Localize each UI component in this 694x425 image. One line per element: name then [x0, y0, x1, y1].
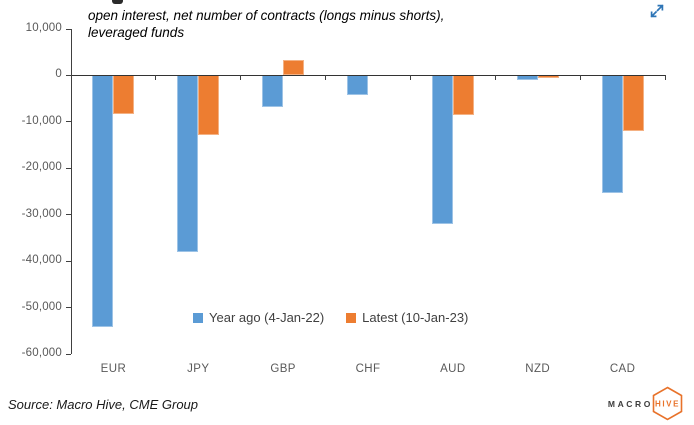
x-axis-tick [70, 75, 72, 81]
legend-label-latest: Latest (10-Jan-23) [362, 310, 469, 325]
y-axis-label: -20,000 [21, 161, 62, 174]
legend-swatch-latest [346, 312, 357, 323]
chart-title-line2: leveraged funds [88, 24, 185, 40]
bar-cad-year-ago [601, 75, 623, 194]
y-axis-label: -40,000 [21, 254, 62, 267]
y-axis-tick [66, 307, 71, 309]
logo-macro-text: MACRO [607, 398, 653, 409]
x-axis-tick [579, 75, 581, 81]
bar-eur-year-ago [92, 75, 114, 327]
x-axis-label-jpy: JPY [187, 363, 210, 375]
x-axis-tick [240, 75, 242, 81]
y-axis-label: -30,000 [21, 207, 62, 220]
y-axis-tick [66, 353, 71, 355]
x-axis-label-chf: CHF [355, 363, 381, 375]
bar-chf-year-ago [347, 75, 368, 95]
logo-hexagon-icon: HIVE [652, 386, 683, 421]
x-axis-tick [664, 75, 666, 81]
x-axis-label-aud: AUD [440, 363, 466, 375]
y-axis-tick [66, 214, 71, 216]
y-axis-tick [66, 167, 71, 169]
cropped-title-artifact [112, 0, 123, 4]
bar-cad-latest [622, 75, 644, 132]
x-axis-label-gbp: GBP [270, 363, 296, 375]
x-axis-label-cad: CAD [609, 363, 636, 375]
x-axis-tick [409, 75, 411, 81]
y-axis-tick [66, 74, 71, 76]
y-axis-label: 0 [55, 68, 62, 81]
legend-item-year-ago: Year ago (4-Jan-22) [193, 310, 324, 325]
x-axis-zero-line [71, 74, 665, 77]
legend-label-year-ago: Year ago (4-Jan-22) [209, 310, 325, 325]
y-axis-label: -60,000 [21, 347, 62, 360]
y-axis-tick [66, 121, 71, 123]
bar-aud-year-ago [431, 75, 453, 224]
y-axis-tick [66, 28, 71, 30]
y-axis-label: 10,000 [25, 22, 62, 34]
chart-legend: Year ago (4-Jan-22) Latest (10-Jan-23) [193, 310, 468, 325]
x-axis-label-nzd: NZD [525, 363, 551, 375]
macro-hive-logo: MACRO HIVE [608, 386, 684, 421]
legend-item-latest: Latest (10-Jan-23) [346, 310, 468, 325]
x-axis-tick [155, 75, 157, 81]
y-axis-tick [66, 260, 71, 262]
y-axis-line [71, 29, 72, 355]
bar-gbp-latest [283, 59, 305, 76]
bar-gbp-year-ago [262, 75, 284, 107]
chart-title-line1: open interest, net number of contracts (… [88, 8, 445, 23]
y-axis-label: -10,000 [21, 114, 62, 127]
legend-swatch-year-ago [193, 312, 203, 323]
x-axis-tick [325, 75, 327, 81]
bar-jpy-year-ago [177, 75, 199, 252]
x-axis-tick [494, 75, 496, 81]
bar-aud-latest [452, 75, 474, 115]
y-axis-label: -50,000 [21, 300, 62, 313]
expand-icon[interactable] [648, 2, 666, 20]
bar-jpy-latest [198, 75, 220, 135]
x-axis-label-eur: EUR [100, 363, 127, 375]
svg-text:HIVE: HIVE [655, 400, 680, 409]
source-text: Source: Macro Hive, CME Group [8, 397, 199, 412]
chart-title: open interest, net number of contracts (… [88, 8, 568, 41]
bar-eur-latest [113, 75, 135, 114]
